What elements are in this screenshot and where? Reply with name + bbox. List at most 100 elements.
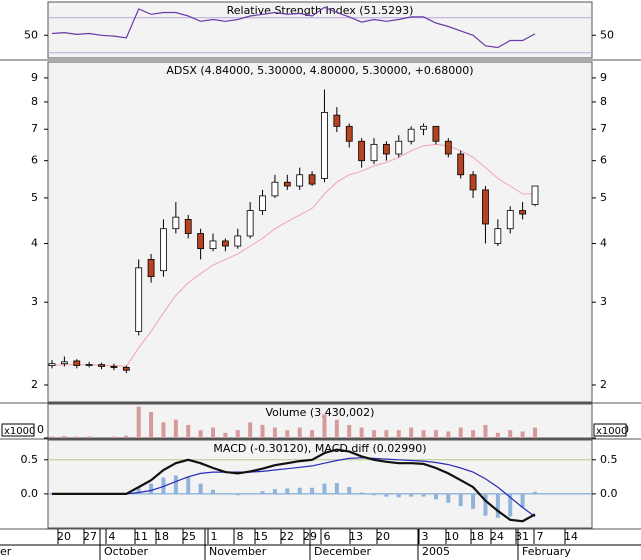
candle-body bbox=[432, 125, 440, 142]
candle-body bbox=[370, 143, 378, 162]
y-tick-label: 4 bbox=[31, 236, 38, 249]
candle-body bbox=[482, 189, 489, 225]
unit-box bbox=[1, 423, 35, 437]
panel-background bbox=[47, 1, 593, 59]
unit-label: x1000 bbox=[596, 426, 627, 437]
y-tick-label-right: 0.0 bbox=[600, 487, 618, 500]
x-day-label: 13 bbox=[349, 530, 363, 543]
x-day-label: 11 bbox=[134, 530, 148, 543]
macd-diff-bar bbox=[508, 493, 513, 517]
candle-body bbox=[160, 228, 167, 272]
y-tick-label-right: 50 bbox=[600, 28, 614, 41]
macd-diff-bar bbox=[471, 493, 476, 509]
volume-bar bbox=[136, 406, 141, 438]
macd-diff-bar bbox=[372, 493, 376, 496]
candle-body bbox=[209, 240, 217, 250]
candle-body bbox=[283, 181, 291, 187]
panel-background bbox=[47, 61, 593, 403]
volume-bar bbox=[495, 432, 500, 438]
candle-body bbox=[259, 195, 266, 211]
x-day-label: 14 bbox=[564, 530, 578, 543]
candle-body bbox=[333, 114, 341, 127]
macd-diff-bar bbox=[446, 493, 451, 503]
volume-bar bbox=[483, 424, 488, 438]
x-month-label: December bbox=[314, 545, 372, 558]
candle-body bbox=[73, 360, 81, 366]
volume-bar bbox=[111, 436, 116, 438]
y-tick-label: 2 bbox=[31, 378, 38, 391]
candle-body bbox=[358, 140, 366, 162]
x-day-label: 22 bbox=[280, 530, 294, 543]
macd-diff-bar bbox=[211, 489, 215, 494]
volume-bar bbox=[285, 430, 290, 438]
macd-diff-bar bbox=[421, 493, 426, 497]
macd-diff-bar bbox=[285, 488, 290, 494]
candle-body bbox=[407, 128, 415, 142]
x-day-label: 15 bbox=[254, 530, 268, 543]
y-tick-label: 8 bbox=[31, 95, 38, 108]
volume-bar bbox=[446, 431, 451, 438]
y-tick-label-right: 7 bbox=[600, 122, 607, 135]
candle-body bbox=[345, 125, 353, 142]
candle-body bbox=[271, 181, 279, 197]
volume-bar bbox=[458, 427, 463, 438]
candle-body bbox=[531, 185, 539, 205]
x-month-label: November bbox=[209, 545, 267, 558]
candle-body bbox=[122, 366, 130, 371]
candle-body bbox=[395, 140, 403, 155]
x-day-label: 7 bbox=[537, 530, 544, 543]
candle-body bbox=[469, 174, 477, 191]
volume-bar bbox=[359, 427, 364, 438]
candle-body bbox=[494, 228, 502, 244]
macd-diff-bar bbox=[458, 493, 463, 507]
x-day-label: 27 bbox=[83, 530, 97, 543]
macd-diff-bar bbox=[359, 492, 364, 494]
macd-diff-bar bbox=[297, 487, 302, 494]
volume-bar bbox=[124, 435, 129, 438]
x-day-label: 25 bbox=[182, 530, 196, 543]
candle-body bbox=[172, 216, 180, 230]
volume-bar bbox=[322, 414, 327, 438]
candle-body bbox=[135, 267, 143, 332]
volume-bar bbox=[347, 424, 352, 438]
volume-bar bbox=[310, 430, 315, 438]
volume-bar bbox=[508, 430, 513, 438]
candle-body bbox=[296, 174, 304, 187]
candle-body bbox=[184, 219, 192, 234]
x-day-label: 4 bbox=[109, 530, 116, 543]
macd-diff-bar bbox=[396, 493, 401, 498]
x-month-label: October bbox=[104, 545, 148, 558]
volume-bar bbox=[161, 422, 166, 438]
candle-body bbox=[85, 364, 93, 366]
candle-body bbox=[221, 240, 229, 247]
x-day-label: 10 bbox=[445, 530, 459, 543]
rsi-line bbox=[51, 6, 536, 49]
y-tick-label-right: 3 bbox=[600, 295, 607, 308]
volume-bar bbox=[421, 430, 426, 438]
candle-body bbox=[444, 140, 452, 155]
macd-diff-bar bbox=[260, 491, 265, 494]
x-day-label: 20 bbox=[376, 530, 390, 543]
macd-diff-bar bbox=[235, 493, 240, 496]
candle-body bbox=[246, 210, 254, 237]
volume-bar bbox=[384, 430, 389, 438]
candle-body bbox=[382, 143, 390, 155]
candle-body bbox=[197, 233, 205, 250]
volume-bar bbox=[235, 430, 240, 438]
candle-body bbox=[308, 174, 316, 185]
volume-bar bbox=[186, 424, 191, 438]
signal-line bbox=[52, 457, 536, 517]
y-tick-label-right: 2 bbox=[600, 378, 607, 391]
volume-bar bbox=[396, 430, 401, 438]
macd-diff-bar bbox=[322, 483, 327, 494]
volume-bar bbox=[272, 427, 277, 438]
candle-body bbox=[48, 363, 56, 366]
volume-bar bbox=[149, 411, 154, 438]
y-tick-label-right: 4 bbox=[600, 236, 607, 249]
x-day-label: 20 bbox=[57, 530, 71, 543]
panel-title: MACD (-0.30120), MACD diff (0.02990) bbox=[213, 442, 426, 455]
volume-bar bbox=[260, 424, 265, 438]
y-tick-label-right: 5 bbox=[600, 191, 607, 204]
candle-body bbox=[234, 235, 242, 247]
volume-bar bbox=[372, 430, 376, 438]
